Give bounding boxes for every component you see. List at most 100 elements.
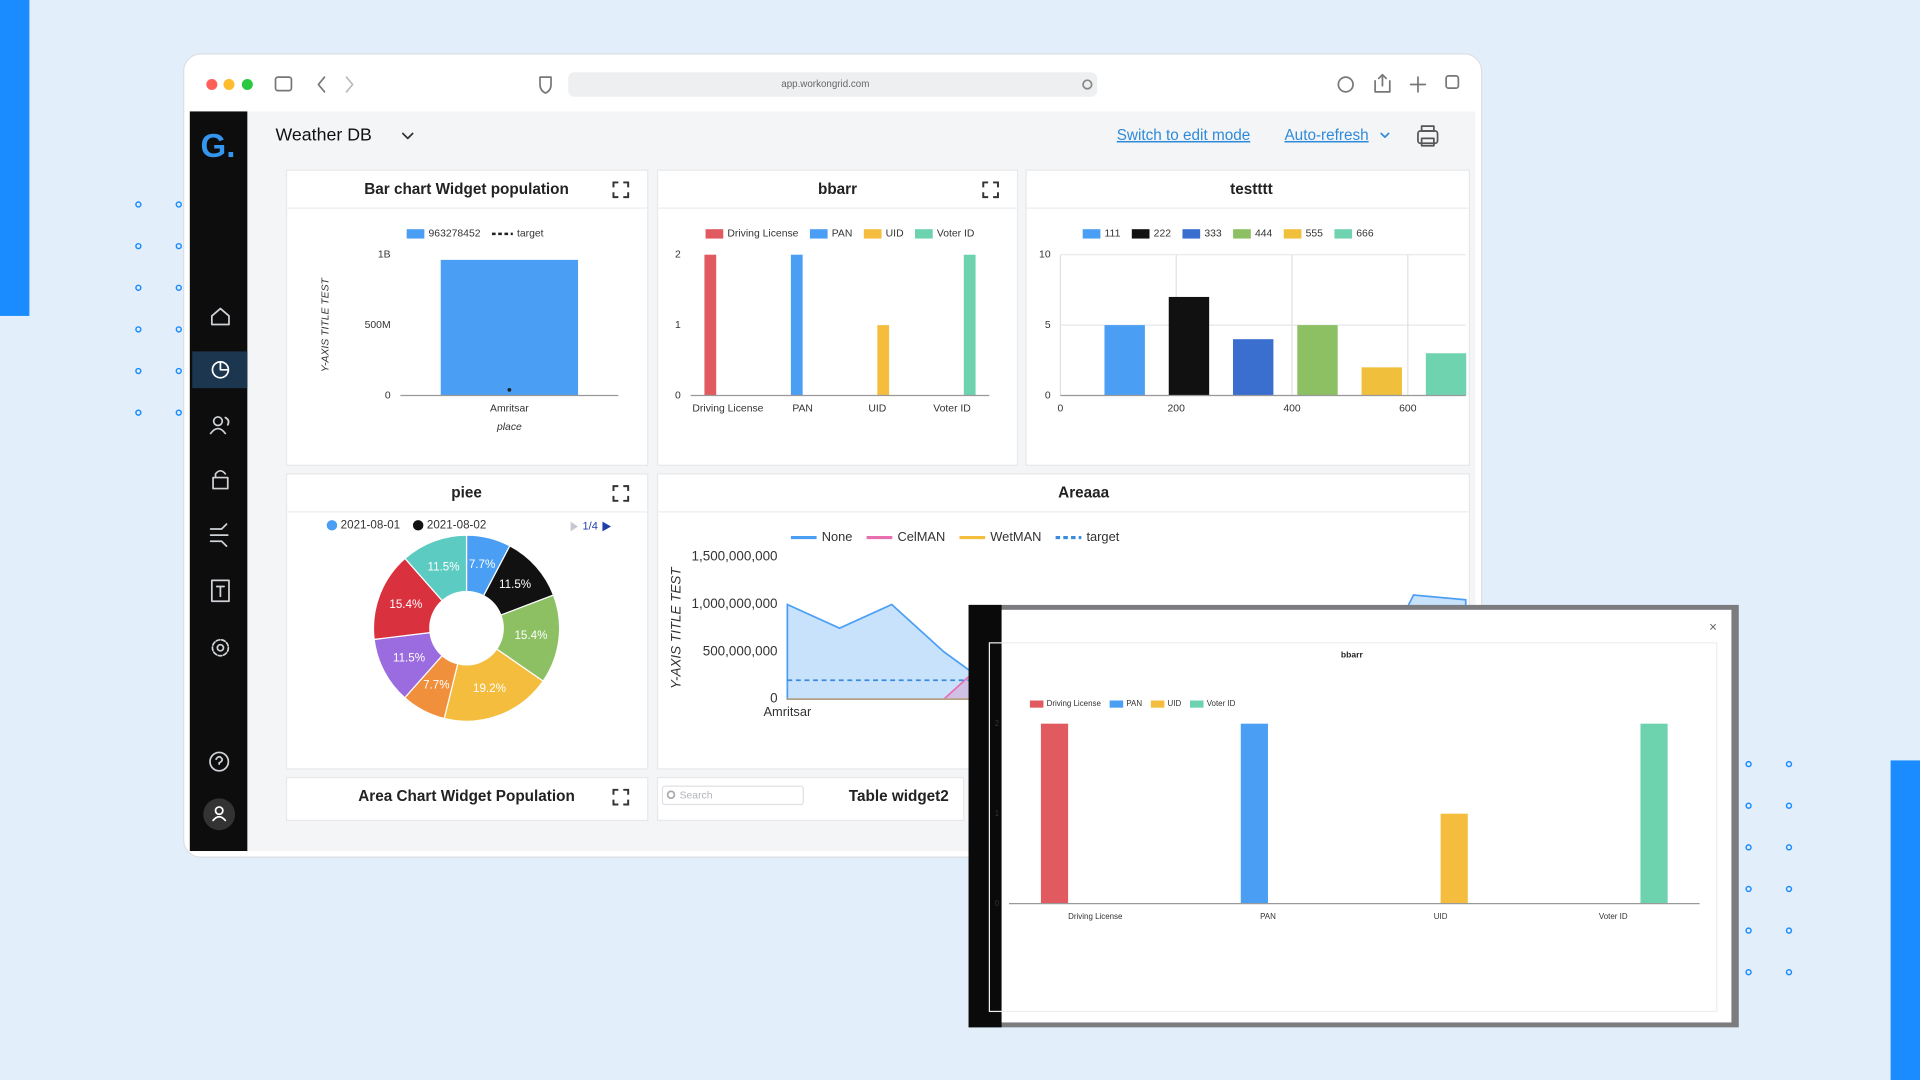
expand-button[interactable] — [612, 788, 630, 806]
y-tick-label: 1,500,000,000 — [692, 549, 778, 564]
legend-label: PAN — [1126, 699, 1142, 708]
legend: Driving License PAN UID Voter ID — [705, 229, 975, 240]
x-tick-label: Voter ID — [1599, 912, 1628, 921]
slice-label: 19.2% — [473, 682, 506, 695]
legend-swatch — [1182, 229, 1201, 239]
window-close[interactable] — [206, 78, 218, 90]
nav-dashboards[interactable] — [211, 360, 230, 379]
sidebar-toggle[interactable] — [274, 76, 293, 92]
decor-dot — [175, 242, 182, 250]
legend: None CelMAN WetMAN target — [790, 529, 1120, 544]
nav-profile[interactable] — [203, 798, 236, 831]
slice-label: 11.5% — [499, 578, 531, 591]
legend-swatch — [1283, 229, 1302, 239]
legend: 111 222 333 444 555 666 — [1082, 229, 1374, 240]
reload[interactable] — [1082, 79, 1093, 90]
legend-swatch — [1233, 229, 1251, 239]
widget-title: Area Chart Widget Population — [358, 788, 575, 805]
pager-next[interactable] — [602, 521, 612, 532]
legend-label: Voter ID — [1207, 699, 1236, 708]
y-axis-title: Y-AXIS TITLE TEST — [320, 277, 331, 372]
decor-dot — [135, 284, 142, 291]
widget-title: bbarr — [818, 181, 857, 198]
bar — [963, 254, 976, 396]
widget-title: Bar chart Widget population — [364, 181, 569, 198]
target-marker — [507, 388, 512, 392]
decor-dot — [175, 326, 182, 333]
downloads[interactable] — [1337, 76, 1354, 93]
forward-button[interactable] — [345, 76, 354, 93]
legend-label: 2021-08-01 — [341, 518, 400, 531]
nav-security[interactable] — [212, 469, 229, 490]
widget-title: piee — [451, 485, 482, 502]
y-tick-label: 0 — [385, 390, 391, 401]
address-bar[interactable] — [568, 72, 1098, 97]
legend-swatch — [1029, 700, 1044, 708]
modal-title: bbarr — [1341, 649, 1364, 659]
nav-templates[interactable] — [210, 579, 230, 603]
legend: Driving License PAN UID Voter ID — [1029, 699, 1236, 708]
search-placeholder: Search — [680, 791, 713, 802]
decor-bar — [0, 0, 30, 316]
decor-dot — [135, 367, 142, 375]
nav-help[interactable] — [209, 751, 230, 772]
modal-close[interactable]: × — [1709, 620, 1717, 635]
y-tick-label: 10 — [1039, 249, 1051, 260]
share[interactable] — [1374, 73, 1391, 93]
y-tick-label: 500,000,000 — [703, 643, 778, 658]
legend-swatch — [863, 229, 882, 239]
pie-slice — [404, 534, 468, 602]
legend-label: 963278452 — [429, 229, 481, 240]
y-tick-label: 1B — [378, 249, 391, 260]
x-tick-label: UID — [868, 404, 886, 415]
decor-dot — [1785, 969, 1793, 976]
auto-refresh-caret[interactable] — [1380, 132, 1390, 138]
widget-title: testttt — [1230, 181, 1272, 198]
legend-swatch — [915, 229, 933, 239]
x-tick-label: 200 — [1168, 404, 1186, 415]
shield-icon — [539, 76, 552, 94]
expand-button[interactable] — [982, 181, 999, 199]
legend-swatch — [326, 520, 338, 531]
slice-label: 7.7% — [423, 679, 449, 692]
modal-panel — [988, 642, 1718, 1013]
bar — [1297, 325, 1338, 396]
legend-label: target — [517, 229, 544, 240]
expand-button[interactable] — [612, 485, 630, 502]
pager-prev[interactable] — [570, 521, 578, 532]
tabs[interactable] — [1445, 75, 1460, 90]
legend-label: Voter ID — [937, 229, 975, 240]
nav-home[interactable] — [210, 307, 230, 326]
y-tick-label: 2 — [675, 249, 681, 260]
url: app.workongrid.com — [781, 79, 869, 90]
bar — [704, 254, 717, 396]
x-axis-title: place — [496, 422, 522, 433]
nav-settings[interactable] — [211, 638, 230, 657]
search-box[interactable] — [661, 785, 804, 806]
back-button[interactable] — [317, 76, 326, 93]
legend-label: PAN — [832, 229, 853, 240]
logo[interactable]: G. — [201, 128, 236, 165]
nav-flows[interactable] — [209, 523, 229, 547]
y-tick-label: 0 — [770, 691, 777, 706]
legend-swatch — [1334, 229, 1353, 239]
decor-dot — [175, 201, 182, 208]
auto-refresh[interactable]: Auto-refresh — [1284, 127, 1368, 144]
widget-panel — [1025, 169, 1470, 466]
x-tick-label: Driving License — [692, 404, 763, 415]
panel-dividers — [286, 207, 1470, 513]
new-tab[interactable] — [1409, 76, 1427, 93]
dashboard-dropdown[interactable] — [402, 132, 414, 140]
expand-button[interactable] — [612, 181, 630, 199]
edit-mode-link[interactable]: Switch to edit mode — [1117, 127, 1251, 144]
print-button[interactable] — [1417, 125, 1439, 147]
slice-label: 11.5% — [428, 561, 460, 574]
window-minimize[interactable] — [223, 78, 235, 90]
x-tick-label: Amritsar — [763, 704, 812, 719]
legend-swatch — [1131, 229, 1150, 239]
x-tick-label: Amritsar — [490, 404, 529, 415]
window-zoom[interactable] — [241, 78, 253, 90]
decor-dot — [1745, 969, 1752, 976]
nav-users[interactable] — [209, 416, 230, 435]
